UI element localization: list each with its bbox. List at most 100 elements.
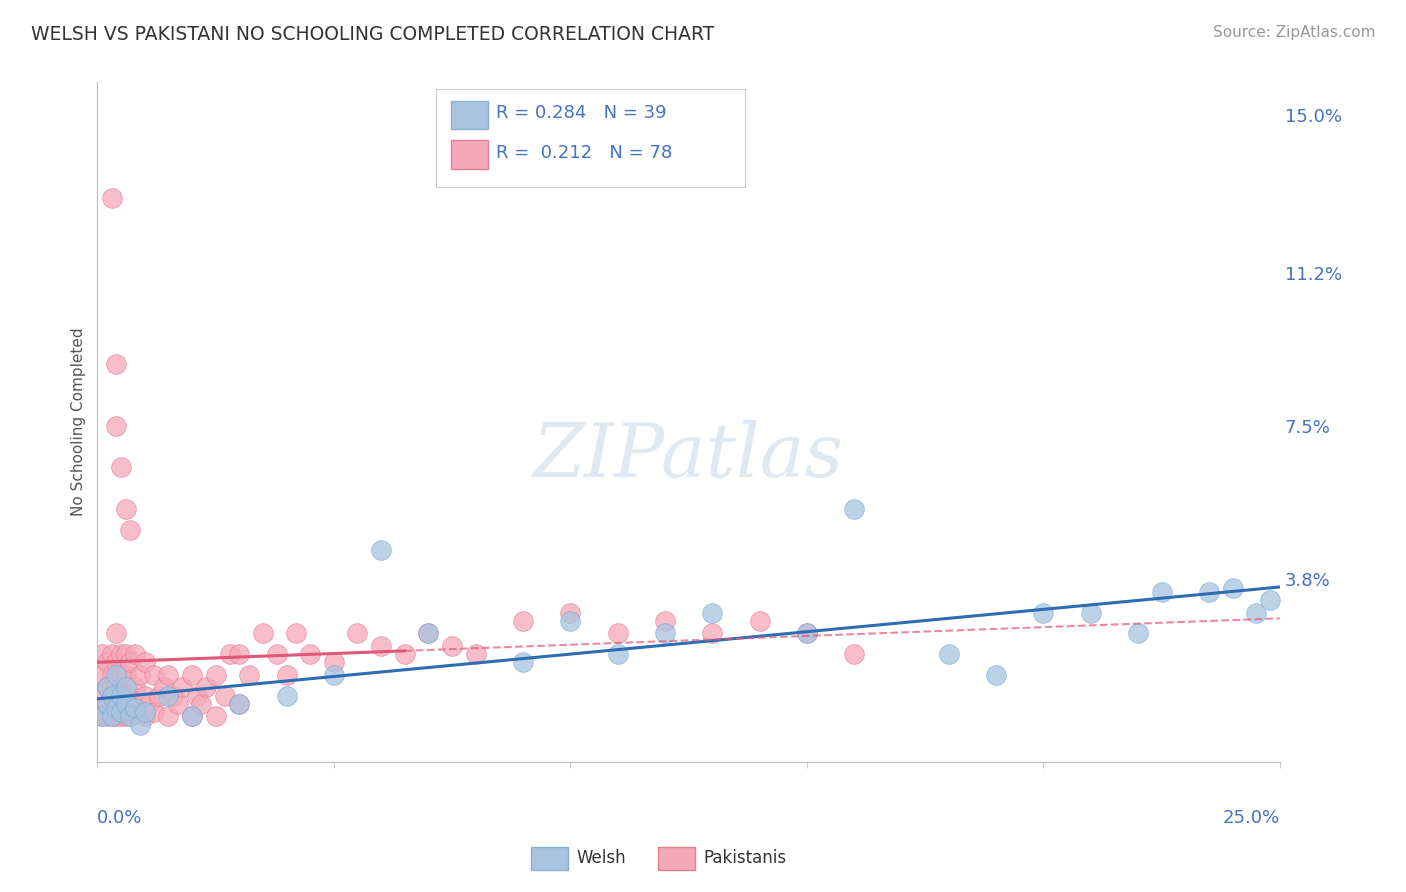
Point	[748, 614, 770, 628]
Point	[842, 502, 865, 516]
Point	[842, 647, 865, 661]
Text: 0.0%: 0.0%	[97, 809, 143, 828]
Point	[228, 697, 250, 711]
Text: R = 0.284   N = 39: R = 0.284 N = 39	[496, 104, 666, 122]
Point	[157, 667, 180, 681]
Point	[120, 709, 142, 723]
Point	[157, 709, 180, 723]
Point	[114, 689, 136, 703]
Point	[96, 697, 118, 711]
Point	[702, 606, 724, 620]
Point	[157, 689, 180, 703]
Point	[166, 697, 188, 711]
Point	[796, 626, 818, 640]
Point	[100, 709, 122, 723]
Point	[512, 656, 534, 670]
Point	[984, 667, 1007, 681]
Point	[370, 639, 392, 653]
Point	[105, 701, 128, 715]
Point	[134, 656, 156, 670]
Point	[124, 647, 146, 661]
Point	[266, 647, 288, 661]
Point	[110, 667, 132, 681]
Point	[105, 419, 128, 434]
Point	[228, 697, 250, 711]
Point	[120, 523, 142, 537]
Text: 25.0%: 25.0%	[1223, 809, 1279, 828]
Point	[105, 697, 128, 711]
Point	[91, 667, 114, 681]
Point	[148, 689, 170, 703]
Point	[105, 709, 128, 723]
Point	[162, 689, 184, 703]
Point	[218, 647, 240, 661]
Point	[105, 626, 128, 640]
Point	[143, 705, 166, 719]
Point	[370, 543, 392, 558]
Point	[120, 656, 142, 670]
Point	[100, 689, 122, 703]
Point	[441, 639, 464, 653]
Point	[96, 680, 118, 694]
Point	[105, 667, 128, 681]
Point	[114, 502, 136, 516]
Point	[124, 705, 146, 719]
Point	[512, 614, 534, 628]
Point	[138, 697, 160, 711]
Point	[114, 709, 136, 723]
Point	[91, 709, 114, 723]
Point	[276, 689, 298, 703]
Point	[96, 656, 118, 670]
Point	[1126, 626, 1149, 640]
Point	[190, 697, 212, 711]
Point	[124, 701, 146, 715]
Point	[172, 680, 194, 694]
Point	[464, 647, 486, 661]
Point	[1198, 585, 1220, 599]
Point	[105, 680, 128, 694]
Point	[143, 667, 166, 681]
Text: Welsh: Welsh	[576, 849, 626, 867]
Point	[134, 689, 156, 703]
Point	[214, 689, 236, 703]
Point	[299, 647, 322, 661]
Point	[110, 709, 132, 723]
Point	[105, 357, 128, 371]
Point	[394, 647, 416, 661]
Point	[134, 705, 156, 719]
Point	[100, 667, 122, 681]
Point	[606, 647, 628, 661]
Point	[228, 647, 250, 661]
Point	[96, 680, 118, 694]
Point	[120, 709, 142, 723]
Point	[100, 709, 122, 723]
Point	[938, 647, 960, 661]
Point	[654, 626, 676, 640]
Point	[181, 709, 204, 723]
Point	[181, 709, 204, 723]
Point	[1150, 585, 1173, 599]
Point	[186, 689, 208, 703]
Point	[606, 626, 628, 640]
Point	[1260, 593, 1282, 607]
Point	[105, 656, 128, 670]
Point	[124, 680, 146, 694]
Point	[110, 460, 132, 475]
Point	[152, 680, 174, 694]
Point	[796, 626, 818, 640]
Point	[114, 697, 136, 711]
Point	[1080, 606, 1102, 620]
Point	[110, 689, 132, 703]
Point	[238, 667, 260, 681]
Point	[418, 626, 440, 640]
Point	[129, 717, 152, 731]
Point	[560, 606, 582, 620]
Point	[100, 689, 122, 703]
Point	[96, 697, 118, 711]
Text: Pakistanis: Pakistanis	[703, 849, 786, 867]
Point	[285, 626, 308, 640]
Point	[91, 709, 114, 723]
Point	[195, 680, 218, 694]
Text: ZIPatlas: ZIPatlas	[533, 419, 844, 492]
Point	[110, 705, 132, 719]
